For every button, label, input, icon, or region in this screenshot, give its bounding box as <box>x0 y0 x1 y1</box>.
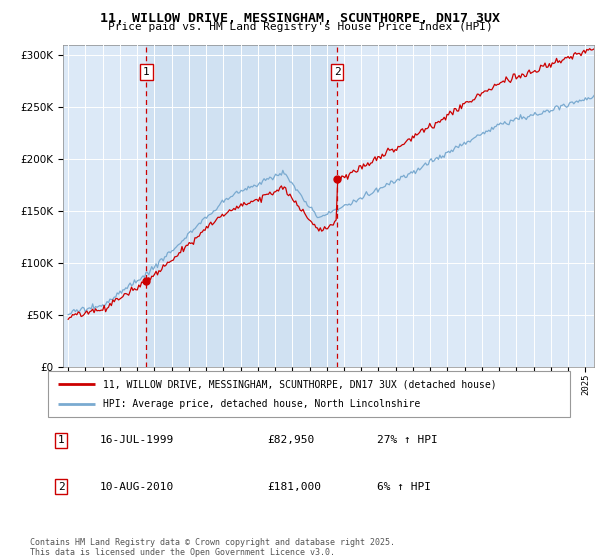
Text: 16-JUL-1999: 16-JUL-1999 <box>100 435 175 445</box>
Text: HPI: Average price, detached house, North Lincolnshire: HPI: Average price, detached house, Nort… <box>103 399 420 409</box>
Text: 6% ↑ HPI: 6% ↑ HPI <box>377 482 431 492</box>
Text: 1: 1 <box>143 67 150 77</box>
FancyBboxPatch shape <box>48 371 570 417</box>
Text: 11, WILLOW DRIVE, MESSINGHAM, SCUNTHORPE, DN17 3UX (detached house): 11, WILLOW DRIVE, MESSINGHAM, SCUNTHORPE… <box>103 379 496 389</box>
Text: Contains HM Land Registry data © Crown copyright and database right 2025.
This d: Contains HM Land Registry data © Crown c… <box>30 538 395 557</box>
Text: 10-AUG-2010: 10-AUG-2010 <box>100 482 175 492</box>
Text: £82,950: £82,950 <box>267 435 314 445</box>
Text: £181,000: £181,000 <box>267 482 321 492</box>
Text: 11, WILLOW DRIVE, MESSINGHAM, SCUNTHORPE, DN17 3UX: 11, WILLOW DRIVE, MESSINGHAM, SCUNTHORPE… <box>100 12 500 25</box>
Bar <box>146 45 337 367</box>
Text: 1: 1 <box>58 435 64 445</box>
Text: 2: 2 <box>334 67 341 77</box>
Text: 2: 2 <box>58 482 64 492</box>
Text: 27% ↑ HPI: 27% ↑ HPI <box>377 435 437 445</box>
Text: Price paid vs. HM Land Registry's House Price Index (HPI): Price paid vs. HM Land Registry's House … <box>107 22 493 32</box>
